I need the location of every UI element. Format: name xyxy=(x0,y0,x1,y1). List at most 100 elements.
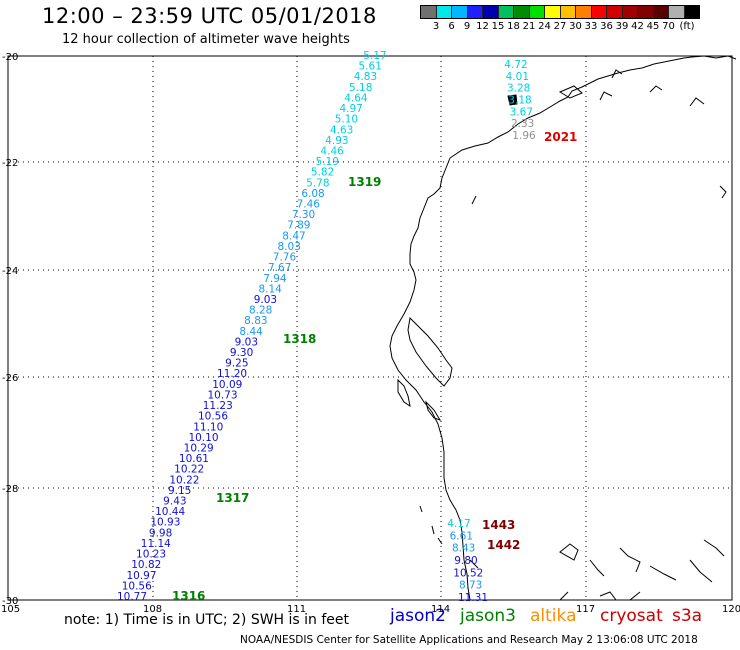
scale-label: 27 xyxy=(553,21,567,32)
color-swatch-9 xyxy=(560,6,576,18)
wave-height-value: 5.10 xyxy=(335,114,358,126)
wave-height-value: 5.17 xyxy=(363,50,386,62)
map-frame xyxy=(7,55,733,601)
wave-height-value: 6.08 xyxy=(301,188,324,200)
wave-height-value: 9.25 xyxy=(225,358,248,370)
wave-height-value: 10.82 xyxy=(131,559,161,571)
scale-label: 18 xyxy=(507,21,520,32)
wave-height-value: 1.96 xyxy=(512,130,536,142)
lon-label: 108 xyxy=(143,604,162,615)
color-swatch-7 xyxy=(529,6,545,18)
wave-height-value: 8.14 xyxy=(258,283,282,295)
wave-height-value: 7.30 xyxy=(292,209,315,221)
wave-height-value: 7.46 xyxy=(297,199,321,211)
wave-height-value: 10.10 xyxy=(188,432,218,444)
wave-height-value: 3.67 xyxy=(510,106,533,118)
color-swatch-16 xyxy=(669,6,685,18)
wave-height-value: 8.73 xyxy=(459,580,482,592)
pass-label-1317: 1317 xyxy=(216,491,249,505)
color-swatch-10 xyxy=(576,6,592,18)
wave-height-value: 10.73 xyxy=(207,389,237,401)
wave-height-value: 11.10 xyxy=(193,421,223,433)
lat-label: -28 xyxy=(2,484,18,495)
wave-height-value: 10.61 xyxy=(179,453,209,465)
color-scale-legend: 3 6 9 12 15 18 21 24 27 30 33 36 39 42 45 70 (ft) xyxy=(420,5,700,33)
wave-height-value: 4.93 xyxy=(325,135,348,147)
scale-label: 39 xyxy=(615,21,629,32)
wave-height-value: 9.98 xyxy=(149,527,172,539)
lon-label: 111 xyxy=(287,604,306,615)
wave-height-value: 11.14 xyxy=(141,538,171,550)
lat-label: -22 xyxy=(2,158,18,169)
wave-height-value: 4.83 xyxy=(354,71,377,83)
scale-label: 21 xyxy=(522,21,536,32)
pass-label-1319: 1319 xyxy=(348,175,381,189)
wave-height-value: 5.19 xyxy=(316,156,339,168)
wave-height-value: 9.43 xyxy=(163,496,186,508)
wave-height-value: 10.22 xyxy=(174,464,204,476)
wave-height-value: 5.18 xyxy=(349,82,372,94)
color-swatch-13 xyxy=(622,6,638,18)
lon-label: 105 xyxy=(1,604,20,615)
pass-label-2021: 2021 xyxy=(544,130,577,144)
wave-height-value: 3.18 xyxy=(508,95,531,107)
wave-height-value: 7.89 xyxy=(287,220,310,232)
wave-height-value: 4.01 xyxy=(506,71,529,83)
color-swatch-0 xyxy=(421,6,437,18)
wave-height-value: 10.09 xyxy=(212,379,242,391)
scale-label: (ft) xyxy=(679,21,695,32)
wave-height-value: 5.78 xyxy=(306,177,329,189)
scale-label: 15 xyxy=(491,21,505,32)
color-swatch-17 xyxy=(684,6,699,18)
lat-label: -24 xyxy=(2,266,18,277)
scale-label: 30 xyxy=(569,21,582,32)
wave-height-value: 3.28 xyxy=(507,83,530,95)
wave-height-value: 9.03 xyxy=(254,294,277,306)
scale-label: 9 xyxy=(463,21,471,32)
color-swatch-6 xyxy=(514,6,530,18)
mission-jason2: jason2 xyxy=(390,606,446,626)
wave-height-value: 4.63 xyxy=(330,124,353,136)
track-north-values: 4.724.013.283.183.672.331.96 xyxy=(504,59,536,142)
scale-label: 42 xyxy=(631,21,644,32)
wave-height-value: 8.43 xyxy=(452,543,475,555)
track-pass-labels: 1319 1318 1317 1316 2021 1443 1442 xyxy=(172,130,577,603)
track-main-values: 5.175.614.835.184.644.975.104.634.934.46… xyxy=(117,50,387,603)
scale-label: 36 xyxy=(600,21,613,32)
scale-label: 70 xyxy=(662,21,675,32)
scale-label: 45 xyxy=(646,21,660,32)
color-swatch-15 xyxy=(653,6,669,18)
color-swatch-11 xyxy=(591,6,607,18)
wave-height-value: 9.03 xyxy=(235,336,258,348)
pass-label-1316: 1316 xyxy=(172,589,205,603)
wave-height-value: 7.76 xyxy=(273,252,297,264)
scale-label: 33 xyxy=(584,21,598,32)
wave-height-value: 4.97 xyxy=(339,103,362,115)
wave-height-value: 4.17 xyxy=(447,518,470,530)
color-scale-labels: 3 6 9 12 15 18 21 24 27 30 33 36 39 42 45 70 (ft) xyxy=(420,19,700,33)
wave-height-value: 10.56 xyxy=(198,411,228,423)
wave-height-value: 10.29 xyxy=(184,442,214,454)
wave-height-value: 10.56 xyxy=(122,580,152,592)
lon-label: 117 xyxy=(576,604,595,615)
color-swatch-12 xyxy=(607,6,623,18)
mission-jason3: jason3 xyxy=(460,606,516,626)
color-swatch-1 xyxy=(436,6,452,18)
wave-height-value: 8.28 xyxy=(249,305,272,317)
wave-height-value: 11.20 xyxy=(217,368,247,380)
coastline xyxy=(389,55,737,601)
lon-label: 120 xyxy=(722,604,740,615)
wave-height-value: 10.44 xyxy=(155,506,185,518)
scale-label: 12 xyxy=(476,21,489,32)
map-subtitle: 12 hour collection of altimeter wave hei… xyxy=(62,32,350,47)
wave-height-value: 5.82 xyxy=(311,167,334,179)
wave-height-value: 9.30 xyxy=(230,347,253,359)
wave-height-value: 10.52 xyxy=(453,567,483,579)
pass-label-1442: 1442 xyxy=(487,538,520,552)
map-title: 12:00 – 23:59 UTC 05/01/2018 xyxy=(42,4,377,28)
wave-height-value: 7.67 xyxy=(268,262,291,274)
color-swatch-8 xyxy=(545,6,561,18)
mission-s3a: s3a xyxy=(672,606,703,626)
